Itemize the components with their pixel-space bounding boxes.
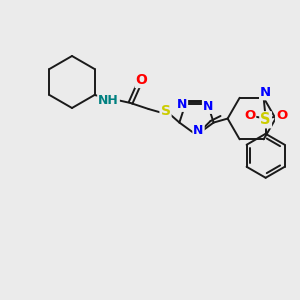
Text: O: O [244, 109, 255, 122]
Text: N: N [260, 86, 271, 99]
Text: NH: NH [98, 94, 119, 107]
Text: N: N [177, 98, 187, 111]
Text: N: N [193, 124, 204, 137]
Text: O: O [136, 73, 148, 87]
Text: S: S [160, 104, 170, 118]
Text: S: S [260, 112, 271, 127]
Text: N: N [203, 100, 213, 113]
Text: O: O [276, 109, 287, 122]
